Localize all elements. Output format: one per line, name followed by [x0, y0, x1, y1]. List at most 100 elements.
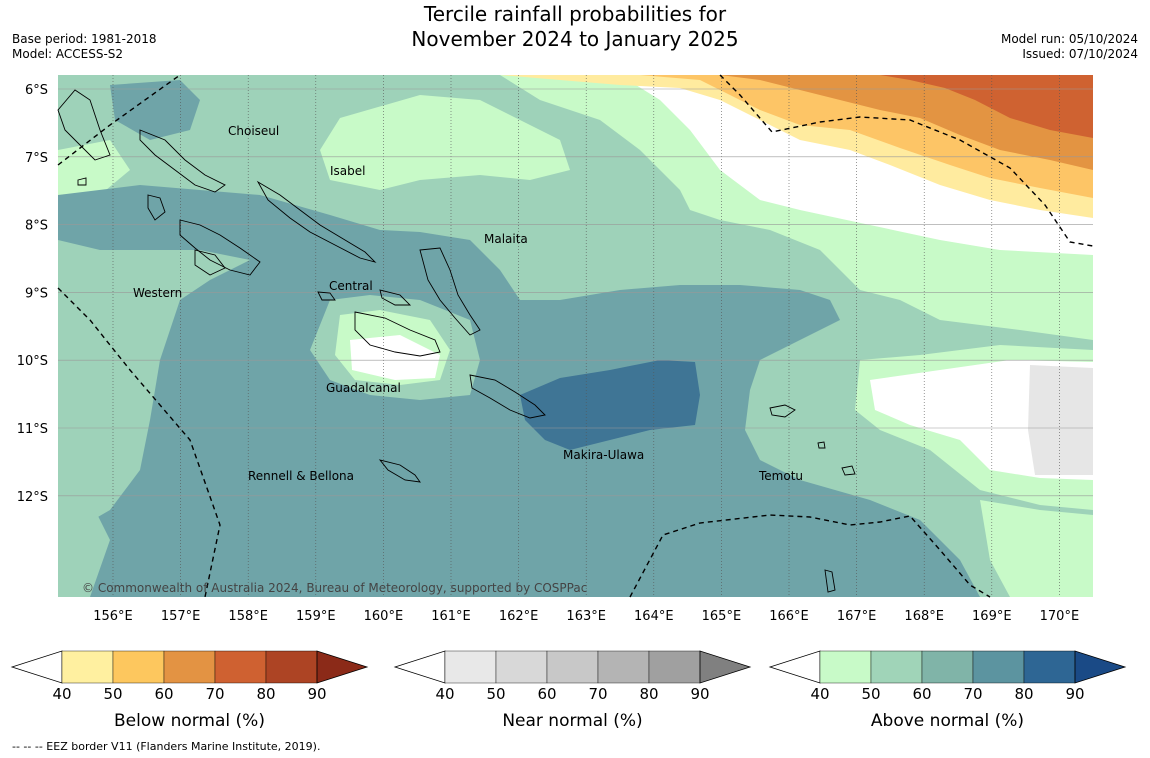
lon-label: 156°E: [93, 609, 133, 624]
base-period: Base period: 1981-2018: [12, 32, 157, 46]
colorbar-tick: 40: [52, 685, 71, 703]
colorbar-title: Near normal (%): [502, 711, 642, 731]
colorbar-title: Above normal (%): [871, 711, 1024, 731]
label-choiseul: Choiseul: [228, 124, 279, 138]
southern-islet-coast: [824, 569, 836, 593]
lon-label: 166°E: [769, 609, 809, 624]
bougainville-coast: [57, 89, 111, 161]
colorbar-tick: 80: [639, 685, 658, 703]
colorbar-left-arrow: [393, 650, 446, 684]
colorbar-right-arrow: [316, 650, 369, 684]
colorbar-3: 40 50 60 70 80 90 Above normal (%): [768, 650, 1127, 731]
colorbar-segment: [61, 650, 114, 684]
field-above-70-80: [520, 360, 700, 450]
colorbar-segment: [163, 650, 216, 684]
field-none-guadalcanal: [350, 335, 440, 380]
lat-label: 8°S: [25, 219, 48, 234]
colorbar-segment: [214, 650, 267, 684]
colorbar-segment: [112, 650, 165, 684]
eez-north-west: [57, 74, 181, 166]
colorbar-right-arrow: [1074, 650, 1127, 684]
colorbar-segment: [444, 650, 497, 684]
temotu-islet-coast: [841, 465, 856, 476]
colorbar-tick: 70: [963, 685, 982, 703]
label-rennell-bellona: Rennell & Bellona: [248, 469, 354, 483]
colorbar-tick: 90: [690, 685, 709, 703]
colorbar-tick: 50: [486, 685, 505, 703]
colorbar-tick: 70: [588, 685, 607, 703]
colorbar-tick: 60: [537, 685, 556, 703]
colorbar-segment: [972, 650, 1025, 684]
choiseul-coast: [139, 129, 226, 193]
lat-label: 7°S: [25, 151, 48, 166]
colorbar-tick: 80: [256, 685, 275, 703]
label-isabel: Isabel: [330, 164, 365, 178]
colorbar-tick: 50: [103, 685, 122, 703]
probability-fields: [58, 75, 1093, 597]
colorbar-segment: [597, 650, 650, 684]
colorbar-title: Below normal (%): [114, 711, 265, 731]
field-above-40-50-southeast: [980, 500, 1093, 597]
colorbar-left-arrow: [768, 650, 821, 684]
field-above-50-60-southwest: [58, 500, 110, 597]
copyright-notice: © Commonwealth of Australia 2024, Bureau…: [82, 581, 587, 595]
lon-label: 158°E: [228, 609, 268, 624]
lon-label: 159°E: [296, 609, 336, 624]
coastlines: [57, 89, 856, 593]
lat-label: 9°S: [25, 286, 48, 301]
rendova-coast: [194, 249, 226, 276]
colorbar-segment: [819, 650, 872, 684]
model-name: Model: ACCESS-S2: [12, 47, 124, 61]
colorbar-tick: 70: [205, 685, 224, 703]
colorbar-1: 40 50 60 70 80 90 Below normal (%): [10, 650, 369, 731]
lat-label: 12°S: [17, 490, 48, 505]
colorbar-2: 40 50 60 70 80 90 Near normal (%): [393, 650, 752, 731]
lon-label: 160°E: [364, 609, 404, 624]
colorbar-segment: [648, 650, 701, 684]
longitude-labels: 156°E 157°E 158°E 159°E 160°E 161°E 162°E 163°E…: [93, 609, 1079, 624]
colorbar-tick: 90: [307, 685, 326, 703]
map-title: Tercile rainfall probabilities for Novem…: [0, 2, 1150, 52]
makira-coast: [469, 374, 546, 419]
colorbars: 40 50 60 70 80 90 Below normal (%) 40 50 60 70 80 90…: [10, 650, 1127, 731]
lon-label: 169°E: [972, 609, 1012, 624]
eez-west: [57, 287, 221, 598]
meta-left: Base period: 1981-2018 Model: ACCESS-S2: [12, 32, 157, 62]
eez-footnote: -- -- -- EEZ border V11 (Flanders Marine…: [12, 740, 321, 753]
lat-label: 10°S: [17, 354, 48, 369]
guadalcanal-coast: [354, 311, 441, 357]
malaita-coast: [419, 247, 481, 336]
isabel-coast: [256, 180, 377, 263]
rainfall-map: Choiseul Isabel Malaita Western Central …: [10, 74, 1127, 731]
santa-cruz-coast: [769, 404, 796, 418]
model-run: Model run: 05/10/2024: [1000, 32, 1138, 46]
vella-lavella-coast: [147, 194, 166, 221]
colorbar-segment: [1023, 650, 1076, 684]
west-islet-coast: [77, 177, 87, 186]
label-guadalcanal: Guadalcanal: [326, 381, 401, 395]
label-temotu: Temotu: [758, 469, 803, 483]
eez-south: [629, 514, 991, 598]
lon-label: 157°E: [161, 609, 201, 624]
lon-label: 167°E: [837, 609, 877, 624]
colorbar-segment: [870, 650, 923, 684]
label-makira-ulawa: Makira-Ulawa: [563, 448, 644, 462]
label-malaita: Malaita: [484, 232, 528, 246]
field-above-40-50-west: [58, 140, 130, 195]
lon-label: 162°E: [499, 609, 539, 624]
meta-right: Model run: 05/10/2024 Issued: 07/10/2024: [1001, 32, 1138, 62]
title-line-2: November 2024 to January 2025: [411, 27, 739, 51]
lat-label: 6°S: [25, 83, 48, 98]
colorbar-tick: 60: [154, 685, 173, 703]
colorbar-tick: 60: [912, 685, 931, 703]
graticule-latitude: [58, 88, 1093, 497]
colorbar-segment: [921, 650, 974, 684]
florida-islands-coast: [379, 289, 412, 306]
lon-label: 170°E: [1040, 609, 1080, 624]
label-western: Western: [133, 286, 182, 300]
latitude-labels: 6°S 7°S 8°S 9°S 10°S 11°S 12°S: [17, 83, 48, 505]
lat-label: 11°S: [17, 422, 48, 437]
lon-label: 165°E: [702, 609, 742, 624]
field-above-60-70-north: [110, 80, 200, 140]
eez-north-east: [719, 74, 1094, 247]
